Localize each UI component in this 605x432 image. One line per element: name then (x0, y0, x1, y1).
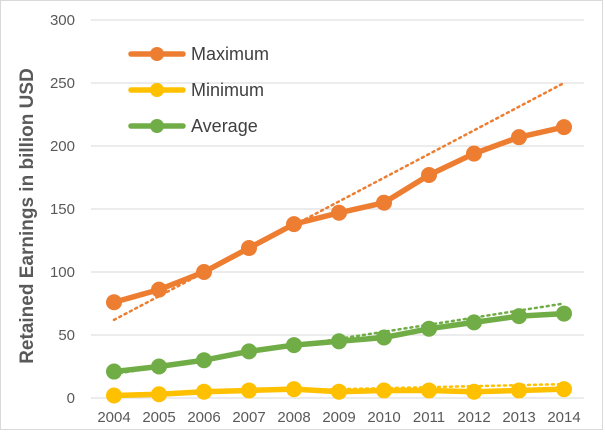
average-point (241, 343, 257, 360)
x-tick-label: 2007 (232, 409, 265, 426)
x-tick-label: 2006 (187, 409, 220, 426)
minimum-point (331, 383, 347, 400)
y-tick-label: 50 (58, 327, 75, 344)
y-axis-ticks: 0 50 100 150 200 250 300 (50, 12, 75, 407)
x-tick-label: 2009 (322, 409, 355, 426)
minimum-point (106, 387, 122, 404)
average-series (106, 305, 572, 380)
maximum-point (376, 194, 392, 211)
minimum-point (151, 386, 167, 403)
legend-item-average: Average (128, 116, 258, 136)
minimum-point (556, 381, 572, 398)
maximum-point (151, 281, 167, 298)
maximum-point (196, 264, 212, 280)
maximum-point (286, 216, 302, 233)
legend-item-minimum: Minimum (128, 80, 264, 100)
x-tick-label: 2014 (547, 409, 580, 426)
minimum-point (511, 382, 527, 399)
maximum-point (511, 129, 527, 146)
legend-label: Average (191, 116, 258, 136)
minimum-point (196, 383, 212, 400)
minimum-point (241, 382, 257, 399)
x-tick-label: 2008 (277, 409, 310, 426)
minimum-point (421, 382, 437, 399)
y-tick-label: 250 (50, 75, 75, 92)
y-axis-title: Retained Earnings in billion USD (17, 68, 38, 364)
maximum-point (241, 240, 257, 257)
y-tick-label: 100 (50, 264, 75, 281)
y-tick-label: 0 (67, 390, 75, 407)
legend-item-maximum: Maximum (128, 44, 269, 64)
maximum-point (421, 166, 437, 183)
maximum-trendline (112, 81, 566, 322)
x-tick-label: 2012 (457, 409, 490, 426)
x-tick-label: 2004 (97, 409, 130, 426)
minimum-point (466, 383, 482, 400)
minimum-point (376, 382, 392, 399)
legend-swatch-marker (150, 119, 164, 133)
y-tick-label: 200 (50, 138, 75, 155)
x-tick-label: 2005 (142, 409, 175, 426)
maximum-point (466, 145, 482, 162)
legend-swatch-marker (150, 83, 164, 97)
average-point (556, 305, 572, 322)
maximum-point (106, 294, 122, 311)
x-tick-label: 2013 (502, 409, 535, 426)
minimum-series (106, 381, 572, 404)
average-point (376, 329, 392, 346)
legend-swatch-marker (150, 47, 164, 61)
maximum-series (106, 119, 572, 311)
average-point (286, 337, 302, 354)
legend: Maximum Minimum Average (128, 44, 269, 136)
average-point (421, 320, 437, 337)
y-tick-label: 150 (50, 201, 75, 218)
average-point (466, 314, 482, 331)
y-tick-label: 300 (50, 12, 75, 29)
average-point (106, 363, 122, 380)
gridlines (91, 19, 584, 399)
average-point (331, 333, 347, 350)
x-tick-label: 2011 (413, 409, 445, 426)
legend-label: Minimum (191, 80, 264, 100)
x-axis-ticks: 2004 2005 2006 2007 2008 2009 2010 2011 2012 2013… (97, 409, 580, 426)
x-tick-label: 2010 (367, 409, 400, 426)
average-point (511, 308, 527, 325)
data-series (106, 119, 572, 404)
legend-label: Maximum (191, 44, 269, 64)
average-point (196, 352, 212, 369)
minimum-point (286, 381, 302, 398)
average-point (151, 358, 167, 375)
maximum-point (331, 204, 347, 221)
maximum-point (556, 119, 572, 136)
